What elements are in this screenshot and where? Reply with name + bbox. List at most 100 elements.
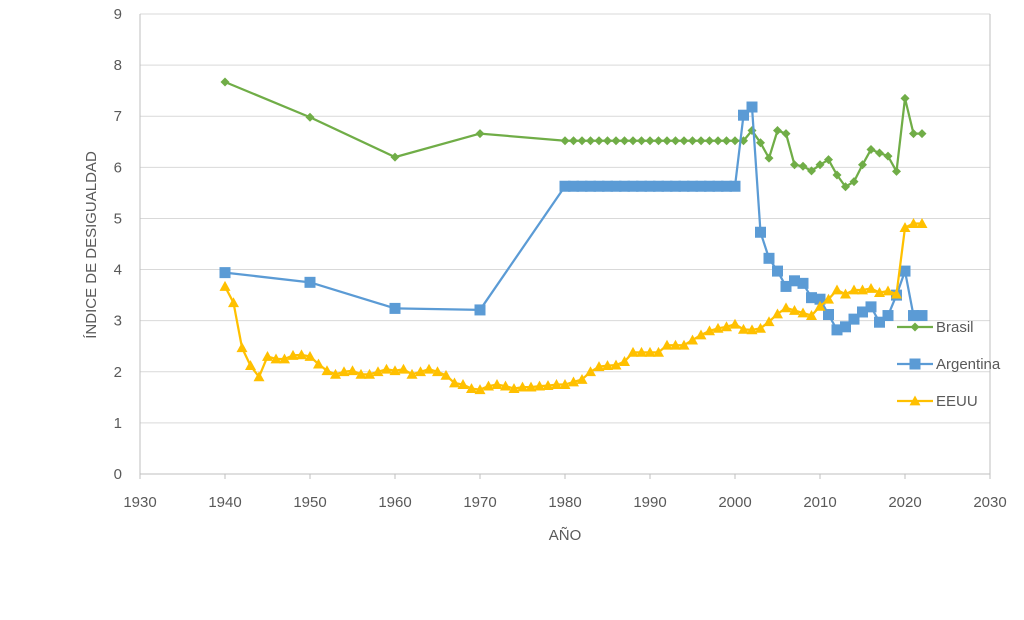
data-point (806, 292, 817, 304)
data-point (797, 307, 809, 318)
x-tick-label: 1950 (293, 494, 326, 511)
x-tick-label: 2030 (973, 494, 1006, 511)
data-point (806, 310, 817, 320)
data-point (780, 280, 792, 292)
data-point (670, 339, 681, 350)
data-point (568, 376, 579, 387)
data-point (721, 321, 732, 332)
y-tick-label: 8 (114, 57, 122, 74)
x-tick-label: 1970 (463, 494, 496, 511)
data-point (823, 309, 834, 321)
data-point (602, 180, 613, 192)
y-tick-label: 6 (114, 159, 122, 176)
data-point (585, 366, 596, 377)
data-point (270, 353, 282, 364)
data-point (611, 136, 621, 146)
data-point (900, 93, 910, 103)
data-point (474, 384, 486, 395)
y-tick-label: 5 (114, 210, 122, 227)
x-tick-label: 1940 (208, 494, 241, 511)
data-point (687, 334, 698, 345)
data-point (347, 365, 358, 376)
data-point (797, 277, 809, 289)
data-point (654, 136, 663, 146)
x-tick-label: 2020 (888, 494, 921, 511)
y-tick-label: 9 (114, 6, 122, 23)
data-point (457, 379, 469, 389)
series-line (224, 80, 922, 188)
data-point (832, 170, 842, 180)
data-point (262, 350, 273, 361)
data-point (245, 360, 256, 371)
data-point (908, 310, 919, 322)
data-point (695, 329, 707, 340)
data-point (636, 346, 647, 357)
y-tick-label: 4 (114, 262, 122, 279)
data-point (790, 160, 799, 170)
data-point (661, 180, 673, 192)
data-point (287, 349, 299, 360)
data-point (781, 129, 791, 139)
x-tick-label: 2010 (803, 494, 836, 511)
data-point (807, 166, 816, 176)
data-point (882, 310, 894, 322)
data-point (330, 368, 341, 379)
data-point (593, 180, 605, 192)
data-point (219, 280, 231, 291)
data-point (389, 365, 401, 376)
data-point (916, 310, 928, 322)
data-point (849, 177, 859, 187)
data-point (916, 218, 928, 228)
axes (139, 14, 991, 479)
data-point (840, 321, 851, 333)
data-point (381, 363, 392, 374)
data-point (899, 222, 911, 233)
data-point (824, 155, 833, 165)
data-point (423, 363, 435, 374)
data-point (304, 350, 316, 361)
data-point (620, 136, 629, 146)
data-point (721, 180, 732, 192)
data-point (483, 380, 494, 391)
data-point (466, 383, 477, 394)
data-point (653, 180, 664, 192)
data-point (678, 180, 690, 192)
data-point (712, 322, 724, 333)
data-point (892, 166, 901, 176)
data-point (644, 180, 656, 192)
y-tick-label: 0 (114, 466, 122, 483)
data-point (695, 180, 707, 192)
legend-label: Brasil (936, 319, 974, 336)
data-point (610, 359, 622, 370)
series-argentina (219, 101, 928, 336)
data-point (772, 308, 783, 319)
data-point (865, 301, 877, 313)
data-point (840, 288, 851, 299)
data-point (228, 297, 239, 308)
data-point (704, 325, 715, 336)
data-point (390, 152, 400, 162)
data-point (593, 361, 605, 372)
data-point (576, 180, 588, 192)
data-point (909, 129, 918, 139)
series-eeuu (219, 218, 928, 395)
data-point (729, 180, 741, 192)
data-point (338, 366, 350, 377)
data-point (661, 339, 673, 350)
data-point (789, 275, 800, 287)
data-point (670, 180, 681, 192)
data-point (883, 151, 893, 161)
data-point (305, 112, 315, 122)
data-point (475, 129, 485, 139)
legend-label: EEUU (936, 393, 978, 410)
data-point (908, 218, 919, 228)
data-point (619, 356, 630, 366)
data-point (858, 160, 867, 170)
data-point (628, 136, 638, 146)
data-point (645, 136, 655, 146)
data-point (389, 302, 401, 314)
data-point (619, 180, 630, 192)
data-point (534, 380, 545, 391)
legend-label: Argentina (936, 356, 1001, 373)
